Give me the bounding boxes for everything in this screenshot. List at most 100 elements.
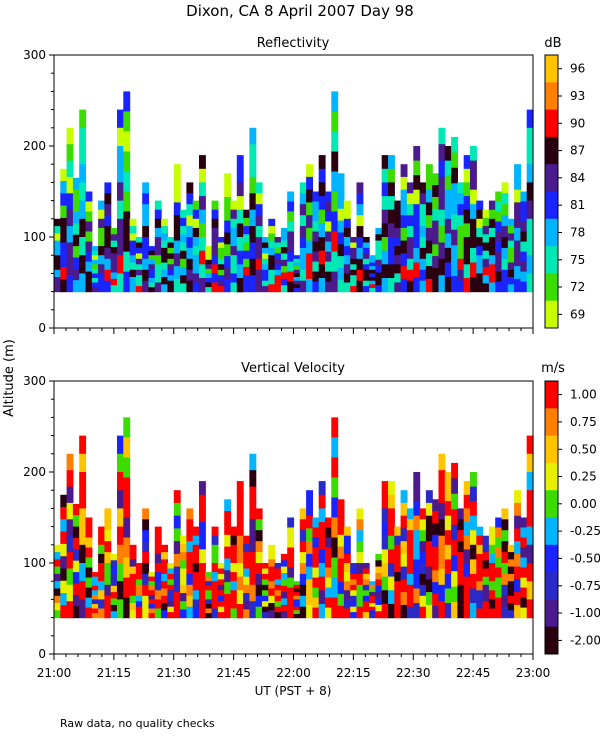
heatmap-cell: [110, 266, 118, 274]
heatmap-cell: [507, 595, 515, 604]
heatmap-cell: [381, 576, 389, 591]
heatmap-cell: [186, 508, 194, 520]
heatmap-column: [306, 490, 313, 619]
heatmap-cell: [167, 568, 175, 575]
heatmap-cell: [274, 584, 282, 591]
heatmap-cell: [394, 553, 402, 564]
heatmap-cell: [520, 231, 528, 243]
heatmap-cell: [98, 572, 105, 582]
heatmap-cell: [199, 278, 206, 293]
colorbar-tick-label: -0.25: [570, 524, 600, 538]
heatmap-cell: [154, 544, 162, 555]
heatmap-cell: [350, 286, 358, 293]
heatmap-cell: [217, 237, 225, 244]
heatmap-cell: [381, 522, 389, 537]
heatmap-cell: [419, 508, 427, 520]
heatmap-cell: [262, 563, 269, 570]
heatmap-cell: [110, 611, 118, 619]
heatmap-cell: [161, 277, 168, 285]
heatmap-cell: [217, 601, 225, 608]
heatmap-cell: [482, 250, 490, 260]
heatmap-cell: [419, 269, 427, 282]
heatmap-cell: [72, 560, 80, 573]
heatmap-cell: [167, 612, 175, 619]
heatmap-cell: [514, 566, 521, 580]
heatmap-cell: [388, 223, 395, 238]
heatmap-cell: [526, 453, 534, 473]
heatmap-cell: [280, 234, 288, 242]
heatmap-cell: [375, 234, 383, 242]
heatmap-cell: [54, 588, 61, 597]
heatmap-cell: [337, 605, 345, 619]
heatmap-cell: [451, 602, 458, 619]
heatmap-cell: [161, 284, 168, 293]
heatmap-column: [280, 553, 288, 619]
heatmap-column: [91, 246, 99, 293]
heatmap-cell: [438, 601, 446, 619]
heatmap-cell: [72, 572, 80, 585]
heatmap-cell: [199, 209, 206, 224]
heatmap-cell: [211, 209, 219, 220]
heatmap-column: [60, 168, 68, 293]
heatmap-cell: [129, 226, 137, 234]
heatmap-cell: [476, 553, 484, 564]
heatmap-cell: [148, 572, 156, 578]
heatmap-cell: [66, 552, 74, 570]
heatmap-column: [255, 508, 263, 619]
heatmap-cell: [507, 269, 515, 278]
heatmap-column: [406, 182, 414, 293]
heatmap-cell: [249, 226, 257, 244]
heatmap-column: [413, 472, 421, 619]
heatmap-column: [362, 237, 370, 293]
heatmap-cell: [123, 477, 131, 499]
heatmap-cell: [98, 608, 105, 619]
heatmap-cell: [312, 607, 320, 619]
heatmap-cell: [268, 247, 276, 256]
heatmap-cell: [495, 261, 503, 273]
heatmap-cell: [79, 127, 87, 147]
heatmap-column: [337, 499, 345, 619]
heatmap-cell: [470, 277, 477, 293]
heatmap-cell: [419, 563, 427, 575]
heatmap-cell: [495, 191, 503, 203]
heatmap-cell: [293, 581, 301, 586]
heatmap-cell: [438, 568, 446, 586]
heatmap-column: [394, 526, 402, 619]
heatmap-cell: [526, 490, 534, 509]
heatmap-cell: [425, 566, 433, 580]
heatmap-cell: [60, 605, 68, 619]
heatmap-cell: [369, 262, 376, 267]
heatmap-cell: [173, 266, 181, 280]
heatmap-cell: [331, 171, 339, 193]
heatmap-cell: [180, 568, 187, 578]
heatmap-cell: [236, 209, 244, 224]
heatmap-cell: [312, 597, 320, 609]
heatmap-cell: [274, 563, 282, 570]
heatmap-cells: [54, 91, 534, 293]
heatmap-cell: [306, 515, 313, 529]
heatmap-cell: [432, 582, 440, 595]
heatmap-cell: [104, 530, 112, 542]
heatmap-cell: [470, 486, 477, 502]
heatmap-cell: [255, 182, 263, 194]
heatmap-cell: [117, 563, 124, 582]
colorbar-swatch: [545, 273, 558, 302]
heatmap-cell: [142, 606, 150, 619]
heatmap-cell: [356, 519, 364, 531]
heatmap-cell: [444, 218, 452, 234]
heatmap-cell: [249, 552, 257, 570]
heatmap-cell: [463, 604, 471, 619]
colorbar-swatch: [545, 55, 558, 83]
heatmap-cell: [299, 563, 307, 575]
heatmap-column: [268, 544, 276, 619]
heatmap-cell: [331, 271, 339, 293]
heatmap-cell: [432, 605, 440, 619]
heatmap-cell: [451, 198, 458, 215]
heatmap-cell: [135, 264, 143, 271]
heatmap-column: [482, 535, 490, 619]
heatmap-cell: [60, 217, 68, 231]
heatmap-cell: [224, 558, 232, 571]
heatmap-cell: [388, 590, 395, 605]
heatmap-cell: [482, 234, 490, 244]
heatmap-cell: [72, 280, 80, 293]
